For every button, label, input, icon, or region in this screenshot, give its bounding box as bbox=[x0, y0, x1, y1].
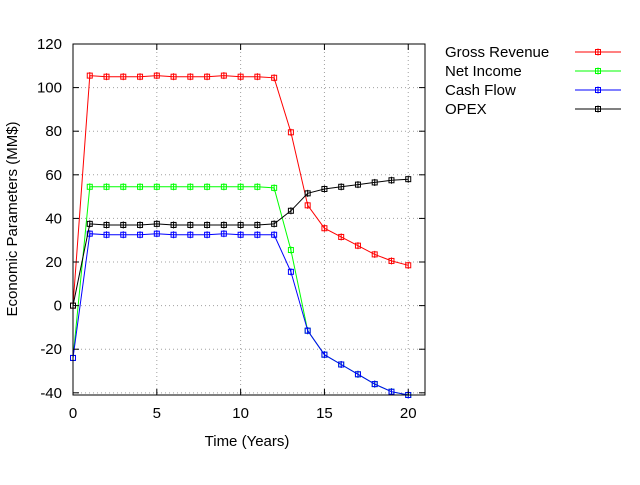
x-tick-label: 5 bbox=[153, 405, 161, 422]
legend: Gross Revenue Net Income Cash Flow OPEX bbox=[445, 44, 621, 118]
y-tick-label: 80 bbox=[45, 123, 62, 140]
legend-label-opex: OPEX bbox=[445, 101, 487, 118]
x-tick-label: 10 bbox=[232, 405, 249, 422]
y-tick-label: -20 bbox=[40, 341, 62, 358]
y-axis-label: Economic Parameters (MM$) bbox=[4, 121, 21, 316]
y-tick-label: -40 bbox=[40, 385, 62, 402]
series-group bbox=[70, 72, 412, 399]
legend-label-net-income: Net Income bbox=[445, 63, 522, 80]
y-tick-label: 60 bbox=[45, 167, 62, 184]
y-tick-label: 100 bbox=[37, 80, 62, 97]
y-tick-label: 120 bbox=[37, 36, 62, 53]
plot-frame bbox=[72, 43, 426, 396]
y-tick-label: 40 bbox=[45, 210, 62, 227]
series-cash-flow bbox=[70, 230, 412, 399]
x-tick-label: 15 bbox=[316, 405, 333, 422]
legend-label-cash-flow: Cash Flow bbox=[445, 82, 516, 99]
y-tick-label: 0 bbox=[54, 298, 62, 315]
x-tick-label: 20 bbox=[400, 405, 417, 422]
axis-ticks: 0 5 10 15 20 -40 -20 0 20 40 60 80 100 120 bbox=[37, 36, 425, 422]
x-axis-label: Time (Years) bbox=[205, 433, 290, 450]
legend-label-gross-revenue: Gross Revenue bbox=[445, 44, 549, 61]
plot-area bbox=[73, 44, 425, 395]
series-gross-revenue bbox=[70, 72, 412, 310]
x-tick-label: 0 bbox=[69, 405, 77, 422]
y-tick-label: 20 bbox=[45, 254, 62, 271]
series-opex bbox=[70, 175, 412, 310]
